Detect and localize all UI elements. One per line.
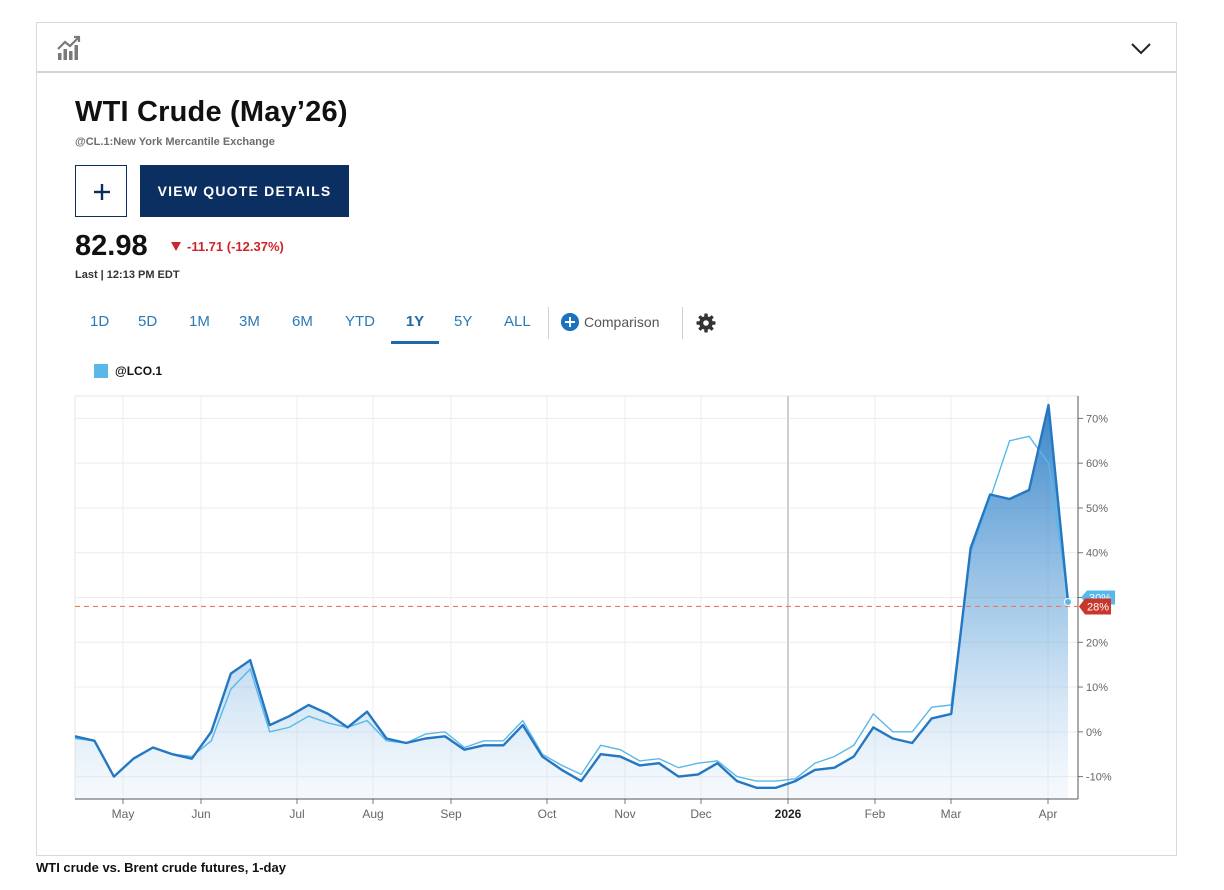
comparison-label: Comparison: [584, 314, 660, 330]
tab-1y[interactable]: 1Y: [391, 306, 439, 344]
view-quote-details-button[interactable]: VIEW QUOTE DETAILS: [140, 165, 349, 217]
tab-6m[interactable]: 6M: [292, 313, 313, 330]
figure-caption: WTI crude vs. Brent crude futures, 1-day: [36, 860, 286, 875]
series-line-cl: [74, 403, 1070, 789]
exchange-label: @CL.1:New York Mercantile Exchange: [75, 136, 275, 148]
down-arrow-icon: [171, 242, 181, 251]
card-header: [37, 23, 1176, 73]
x-tick-label: Sep: [440, 807, 462, 821]
x-tick-label: Apr: [1039, 807, 1058, 821]
divider: [682, 307, 683, 339]
chart-trend-icon: [57, 35, 81, 60]
x-tick-label: Jun: [191, 807, 210, 821]
x-tick-label: 2026: [775, 807, 802, 821]
comparison-value-tag: [1081, 590, 1115, 605]
x-tick-label: Feb: [865, 807, 886, 821]
last-value-marker: [1064, 597, 1072, 606]
y-tick-label: -10%: [1086, 772, 1112, 784]
series-area-fill: [75, 405, 1068, 799]
tab-5d[interactable]: 5D: [138, 313, 158, 330]
x-tick-label: Mar: [941, 807, 962, 821]
price-chart: -10% 0% 10% 20% 30% 40% 50% 60% 70% May Jun Jul Aug S…: [74, 395, 1115, 821]
y-tick-label: 20%: [1086, 637, 1108, 649]
x-tick-label: Jul: [289, 807, 304, 821]
x-tick-label: Dec: [690, 807, 711, 821]
price-change-value: -11.71 (-12.37%): [187, 239, 284, 254]
price-change: -11.71 (-12.37%): [171, 239, 284, 254]
y-tick-label: 70%: [1086, 413, 1108, 425]
x-tick-label: Aug: [362, 807, 383, 821]
tab-all[interactable]: ALL: [504, 313, 531, 330]
y-tick-label: 10%: [1086, 682, 1108, 694]
tab-3m[interactable]: 3M: [239, 313, 260, 330]
quote-card: WTI Crude (May’26) @CL.1:New York Mercan…: [36, 22, 1177, 856]
tab-ytd[interactable]: YTD: [345, 313, 375, 330]
x-tick-label: Oct: [538, 807, 557, 821]
last-value-label: 28%: [1087, 601, 1109, 613]
divider: [548, 307, 549, 339]
last-value-tag: [1079, 598, 1111, 615]
add-to-watchlist-button[interactable]: [75, 165, 127, 217]
plus-icon: [94, 184, 110, 200]
tab-1d[interactable]: 1D: [90, 313, 110, 330]
legend-swatch: [94, 364, 108, 378]
page-title: WTI Crude (May’26): [75, 96, 348, 128]
add-circle-icon: [561, 313, 579, 331]
y-tick-label: 0%: [1086, 727, 1102, 739]
y-tick-label: 30%: [1086, 593, 1108, 605]
tab-1m[interactable]: 1M: [189, 313, 210, 330]
last-updated: Last | 12:13 PM EDT: [75, 269, 180, 281]
gear-icon[interactable]: [696, 313, 716, 333]
y-tick-label: 50%: [1086, 503, 1108, 515]
legend-label: @LCO.1: [115, 364, 163, 378]
chevron-down-icon[interactable]: [1127, 37, 1155, 59]
x-tick-label: Nov: [614, 807, 635, 821]
comparison-value-label: 30%: [1089, 593, 1111, 605]
y-tick-label: 60%: [1086, 458, 1108, 470]
last-price: 82.98: [75, 230, 148, 262]
tab-5y[interactable]: 5Y: [454, 313, 473, 330]
y-tick-label: 40%: [1086, 548, 1108, 560]
x-tick-label: May: [112, 807, 135, 821]
series-line-lco: [74, 435, 1069, 782]
